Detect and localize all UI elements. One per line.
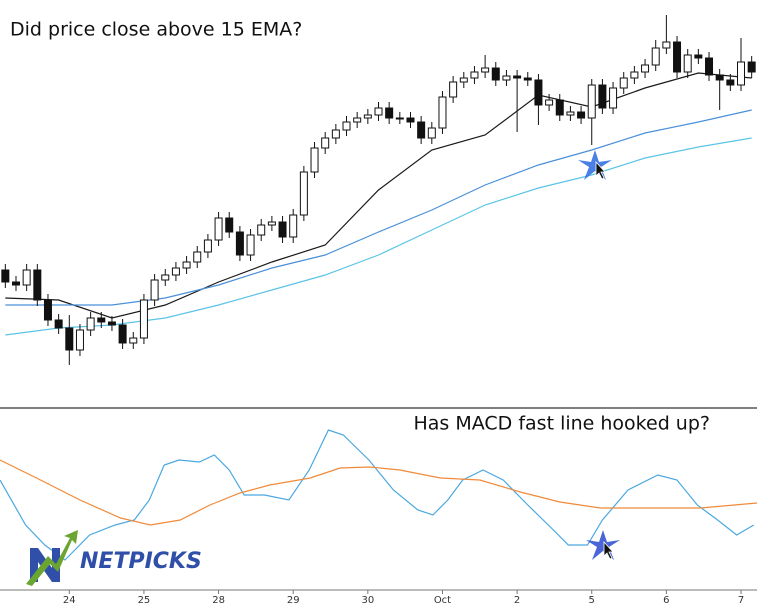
macd-title: Has MACD fast line hooked up? [413,413,710,435]
x-tick-label: Oct [434,595,451,606]
candle-body [705,57,714,76]
candle-body [107,321,116,326]
ema-line [5,109,752,306]
candle-body [619,77,628,89]
candle-body [737,61,746,86]
candle-body [22,269,31,286]
candle-body [203,239,212,253]
candle-body [481,67,490,73]
x-tick-label: 25 [138,595,151,606]
candle-body [502,75,511,81]
x-tick-label: 7 [738,595,744,606]
candle-body [321,137,330,149]
candle-body [342,121,351,131]
candle-body [598,84,607,109]
candle-body [683,54,692,73]
candle-body [235,231,244,256]
candle-body [726,79,735,86]
candle-body [171,267,180,276]
candle-body [129,337,138,344]
candle-body [1,269,10,283]
cursor-highlight [586,530,620,560]
candle-body [417,121,426,139]
candle-body [513,75,522,79]
candle-body [267,221,276,226]
x-tick-label: 30 [361,595,374,606]
candle-body [118,324,127,344]
x-tick-label: 2 [514,595,520,606]
macd-line [0,459,757,526]
candle-body [278,221,287,238]
ema-line [5,137,752,336]
candle-body [491,67,500,81]
x-tick-label: 28 [212,595,225,606]
ema-line [5,72,752,319]
candle-body [427,127,436,139]
candle-body [609,87,618,109]
candle-body [470,71,479,79]
x-tick-label: 29 [287,595,300,606]
candle-body [545,99,554,106]
candle-body [225,217,234,233]
candle-body [577,111,586,119]
candle-body [193,251,202,263]
candle-body [555,99,564,116]
candle-body [97,317,106,323]
candle-body [214,217,223,241]
candle-body [363,114,372,119]
plot: 24 25 28 29 30 Oct 2 5 6 7 [0,15,757,606]
cursor-highlight [578,150,612,180]
candle-body [331,129,340,139]
candle-body [353,117,362,123]
candle-body [150,279,159,301]
candle-body [406,117,415,123]
x-tick-label: 5 [589,595,595,606]
candle-body [694,54,703,59]
candle-body [587,84,596,119]
logo: NETPICKS [26,530,202,586]
candle-body [65,327,74,351]
logo-text: NETPICKS [80,549,202,574]
candle-body [630,71,639,79]
candle-body [715,74,724,81]
candle-body [438,96,447,129]
candle-body [662,41,671,49]
x-tick-label: 6 [663,595,669,606]
price-title: Did price close above 15 EMA? [10,19,302,41]
candle-body [139,299,148,339]
candle-body [86,317,95,331]
candle-body [374,107,383,116]
candle-body [33,269,42,301]
candle-body [566,111,575,116]
candle-body [747,61,756,73]
candle-body [641,64,650,73]
macd-line [0,429,755,561]
candle-body [523,77,532,81]
candle-body [673,41,682,73]
candle-body [385,107,394,119]
candle-body [182,261,191,269]
candle-body [11,281,20,286]
candle-body [289,214,298,238]
candle-body [246,234,255,256]
x-tick-label: 24 [63,595,76,606]
candle-body [449,81,458,98]
candle-body [161,274,170,281]
candle-body [54,319,63,329]
candle-body [651,47,660,66]
candle-body [310,147,319,173]
candle-body [43,299,52,321]
candle-body [459,77,468,83]
candle-body [534,79,543,106]
candle-body [395,117,404,120]
candle-body [75,329,84,351]
candle-body [299,171,308,216]
candle-body [257,224,266,236]
